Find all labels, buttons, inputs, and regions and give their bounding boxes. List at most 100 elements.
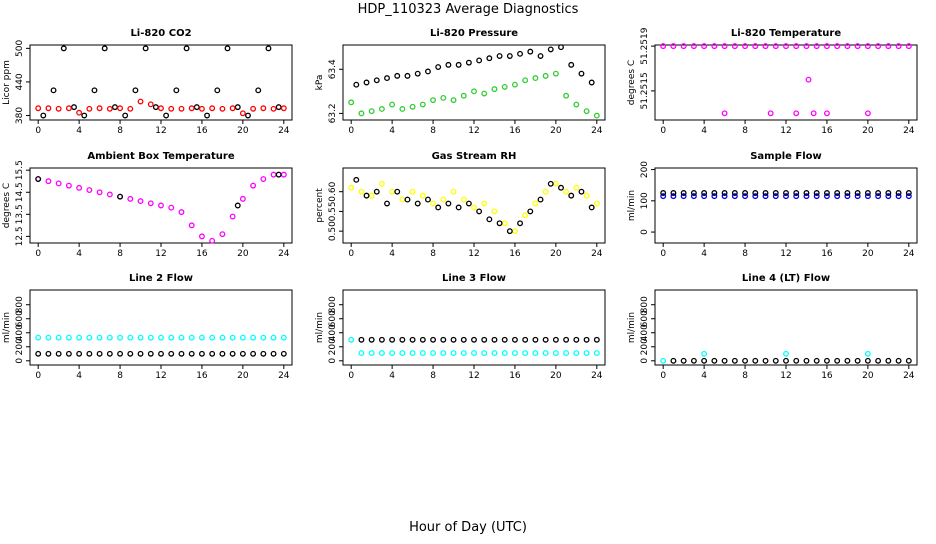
- x-tick-label: 20: [550, 126, 562, 136]
- data-point: [583, 108, 590, 115]
- x-tick-label: 16: [821, 126, 833, 136]
- data-point: [895, 43, 902, 50]
- data-point: [563, 350, 570, 357]
- data-point: [86, 334, 93, 341]
- data-point: [270, 334, 277, 341]
- data-point: [501, 220, 508, 227]
- data-point: [409, 103, 416, 110]
- x-tick-label: 12: [780, 249, 791, 259]
- data-point: [537, 196, 544, 203]
- plot-box: [29, 289, 293, 366]
- data-point: [511, 336, 518, 343]
- x-tick-label: 8: [430, 249, 436, 259]
- x-tick-label: 8: [742, 126, 748, 136]
- data-point: [875, 193, 882, 200]
- data-point: [255, 87, 262, 94]
- y-tick-label: 200: [640, 161, 650, 178]
- data-point: [65, 334, 72, 341]
- data-point: [368, 350, 375, 357]
- data-point: [378, 350, 385, 357]
- data-point: [573, 101, 580, 108]
- data-point: [450, 188, 457, 195]
- y-tick-label: 0.50: [328, 221, 338, 241]
- data-point: [481, 200, 488, 207]
- data-point: [752, 43, 759, 50]
- data-point: [752, 190, 759, 196]
- data-point: [158, 105, 164, 112]
- data-point: [491, 350, 498, 357]
- data-point: [65, 350, 72, 357]
- x-tick-label: 16: [196, 371, 208, 381]
- plot-box: [29, 167, 293, 244]
- data-point: [368, 336, 375, 343]
- data-point: [793, 43, 800, 50]
- y-tick-label: 400: [15, 324, 25, 341]
- data-point: [465, 59, 472, 66]
- data-point: [137, 98, 144, 105]
- data-point: [731, 43, 738, 50]
- x-tick-label: 8: [742, 249, 748, 259]
- data-point: [430, 350, 437, 357]
- data-point: [348, 99, 355, 106]
- data-point: [527, 48, 534, 55]
- data-point: [178, 105, 185, 112]
- data-point: [127, 350, 134, 357]
- data-point: [224, 45, 231, 52]
- data-point: [805, 76, 812, 83]
- data-point: [844, 193, 851, 200]
- data-point: [680, 43, 687, 50]
- data-point: [522, 77, 529, 84]
- data-point: [481, 90, 488, 97]
- data-point: [229, 350, 236, 357]
- data-point: [813, 193, 820, 200]
- data-point: [885, 193, 892, 200]
- data-point: [783, 193, 789, 200]
- data-point: [399, 196, 406, 203]
- data-point: [389, 188, 396, 195]
- data-point: [491, 86, 498, 93]
- data-point: [772, 357, 779, 364]
- data-point: [132, 87, 139, 94]
- data-point: [558, 44, 564, 51]
- x-tick-label: 4: [76, 126, 82, 136]
- data-point: [767, 110, 774, 117]
- data-point: [96, 350, 103, 357]
- data-point: [239, 195, 246, 202]
- data-point: [573, 336, 580, 343]
- data-point: [348, 184, 355, 191]
- data-point: [854, 357, 861, 364]
- data-point: [76, 184, 83, 191]
- data-point: [55, 334, 62, 341]
- x-tick-label: 0: [35, 371, 41, 381]
- data-point: [358, 188, 365, 195]
- data-point: [547, 180, 554, 187]
- data-point: [414, 70, 421, 77]
- data-point: [414, 200, 421, 207]
- data-point: [378, 336, 385, 343]
- data-point: [239, 110, 246, 117]
- data-point: [234, 104, 241, 111]
- data-point: [183, 45, 190, 52]
- data-point: [552, 180, 559, 187]
- y-axis-label: degrees C: [2, 183, 12, 228]
- data-point: [522, 336, 529, 343]
- data-point: [250, 334, 257, 341]
- data-point: [394, 188, 401, 195]
- data-point: [588, 204, 595, 211]
- data-point: [168, 350, 175, 357]
- data-point: [690, 357, 697, 364]
- data-point: [260, 350, 267, 357]
- data-point: [45, 178, 52, 185]
- data-point: [690, 190, 697, 196]
- data-point: [511, 350, 518, 357]
- data-point: [440, 350, 447, 357]
- data-point: [885, 43, 892, 50]
- data-point: [424, 196, 431, 203]
- data-point: [568, 61, 575, 68]
- data-point: [117, 193, 124, 200]
- data-point: [188, 334, 195, 341]
- panel-title: Li-820 Temperature: [731, 28, 841, 39]
- x-tick-label: 20: [862, 126, 874, 136]
- x-tick-label: 12: [155, 371, 166, 381]
